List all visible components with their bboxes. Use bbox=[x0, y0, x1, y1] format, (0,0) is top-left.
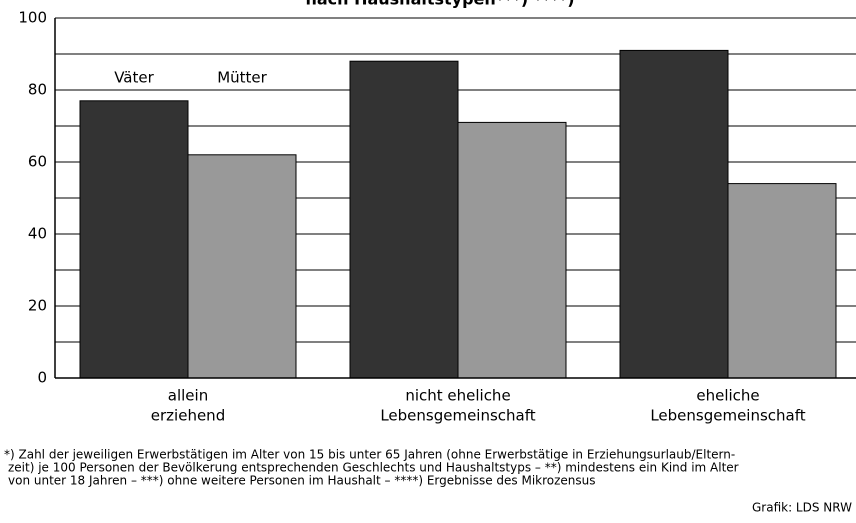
legend-label: Mütter bbox=[217, 69, 267, 87]
y-tick-label: 100 bbox=[18, 9, 47, 27]
footnote: *) Zahl der jeweiligen Erwerbstätigen im… bbox=[4, 448, 735, 462]
x-tick-label: eheliche bbox=[696, 387, 759, 405]
x-tick-label: Lebensgemeinschaft bbox=[650, 407, 805, 425]
legend-label: Väter bbox=[114, 69, 154, 87]
x-tick-label: Lebensgemeinschaft bbox=[380, 407, 535, 425]
source: Grafik: LDS NRW bbox=[752, 501, 852, 515]
footnote: zeit) je 100 Personen der Bevölkerung en… bbox=[8, 461, 739, 475]
y-tick-label: 0 bbox=[37, 369, 47, 387]
x-tick-label: erziehend bbox=[151, 407, 225, 425]
y-tick-label: 60 bbox=[28, 153, 47, 171]
footnote: von unter 18 Jahren – ***) ohne weitere … bbox=[8, 474, 596, 488]
bar bbox=[619, 49, 729, 379]
bar bbox=[457, 121, 567, 379]
x-tick-label: allein bbox=[168, 387, 208, 405]
y-tick-label: 80 bbox=[28, 81, 47, 99]
chart-title: nach Haushaltstypen***) ****) bbox=[305, 0, 574, 9]
bar bbox=[727, 183, 837, 379]
bar bbox=[187, 154, 297, 379]
x-tick-label: nicht eheliche bbox=[405, 387, 510, 405]
y-tick-label: 40 bbox=[28, 225, 47, 243]
bar bbox=[349, 60, 459, 379]
y-tick-label: 20 bbox=[28, 297, 47, 315]
bar bbox=[79, 100, 189, 379]
